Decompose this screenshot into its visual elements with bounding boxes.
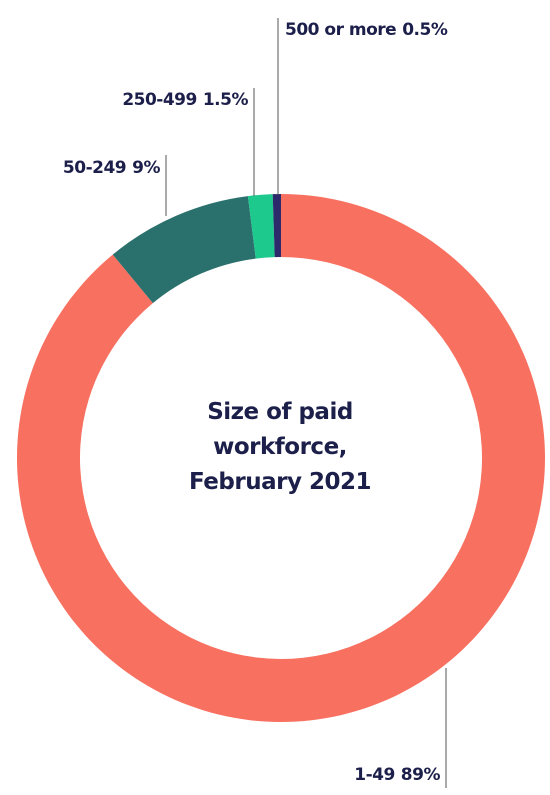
segment-label: 500 or more 0.5% [285,20,448,40]
category-label: 1-49 [354,765,395,785]
category-label: 50-249 [63,158,126,178]
chart-title: Size of paid workforce, February 2021 [189,399,371,495]
category-label: 500 or more [285,20,396,40]
donut-segment [112,196,256,304]
value-label: 89% [401,765,441,785]
segment-label: 1-49 89% [354,765,440,785]
donut-segment [272,194,281,258]
value-label: 0.5% [402,20,448,40]
category-label: 250-499 [122,90,197,110]
value-label: 9% [132,158,160,178]
value-label: 1.5% [203,90,249,110]
segment-label: 50-249 9% [63,158,161,178]
segment-label: 250-499 1.5% [122,90,248,110]
donut-segment [247,194,275,259]
